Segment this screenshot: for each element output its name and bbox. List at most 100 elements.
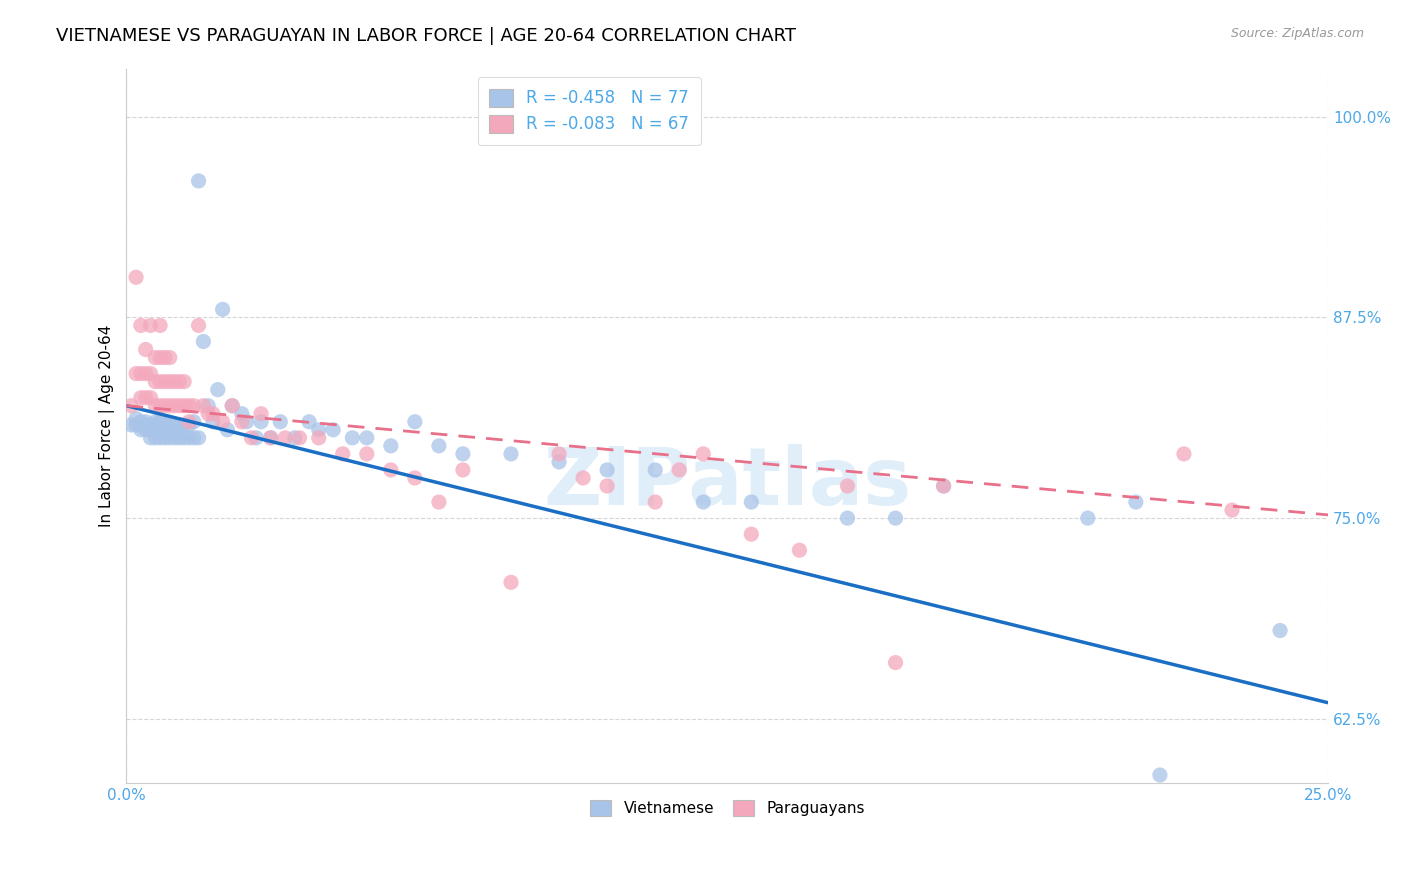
Point [173,399,195,413]
Point [193,334,215,349]
Point [177,415,200,429]
Point [169,431,191,445]
Point [169,375,191,389]
Point [427,439,450,453]
Point [837,511,859,525]
Point [789,543,811,558]
Point [884,511,907,525]
Point [135,367,157,381]
Point [163,399,186,413]
Point [644,495,666,509]
Point [260,431,283,445]
Point [231,415,253,429]
Point [125,367,148,381]
Point [1125,495,1147,509]
Point [149,351,172,365]
Point [740,527,762,541]
Point [193,399,215,413]
Point [129,318,152,333]
Point [322,423,344,437]
Point [217,423,239,437]
Point [159,375,181,389]
Point [169,417,191,432]
Point [135,423,157,437]
Point [288,431,311,445]
Point [451,447,474,461]
Point [159,417,181,432]
Point [221,399,243,413]
Point [187,318,209,333]
Text: ZIPatlas: ZIPatlas [543,444,911,522]
Point [240,431,263,445]
Point [451,463,474,477]
Point [173,375,195,389]
Point [211,415,233,429]
Point [235,415,257,429]
Point [169,399,191,413]
Point [332,447,354,461]
Point [201,407,224,421]
Point [125,411,148,425]
Point [173,417,195,432]
Point [207,383,229,397]
Point [139,431,162,445]
Point [173,431,195,445]
Point [177,399,200,413]
Point [149,318,172,333]
Point [163,431,186,445]
Point [197,399,219,413]
Point [149,417,172,432]
Point [153,417,176,432]
Point [177,417,200,432]
Point [143,399,166,413]
Point [274,431,297,445]
Point [740,495,762,509]
Point [125,417,148,432]
Point [149,415,172,429]
Point [342,431,364,445]
Point [153,375,176,389]
Point [153,399,176,413]
Point [159,399,181,413]
Point [197,407,219,421]
Point [143,431,166,445]
Point [427,495,450,509]
Point [149,423,172,437]
Point [139,417,162,432]
Point [596,463,619,477]
Point [183,415,205,429]
Text: VIETNAMESE VS PARAGUAYAN IN LABOR FORCE | AGE 20-64 CORRELATION CHART: VIETNAMESE VS PARAGUAYAN IN LABOR FORCE … [56,27,796,45]
Point [153,423,176,437]
Point [135,415,157,429]
Point [135,417,157,432]
Point [1268,624,1291,638]
Point [139,423,162,437]
Point [187,431,209,445]
Point [120,399,142,413]
Point [308,431,330,445]
Point [1220,503,1243,517]
Point [177,431,200,445]
Text: Source: ZipAtlas.com: Source: ZipAtlas.com [1230,27,1364,40]
Point [129,415,152,429]
Point [129,423,152,437]
Point [120,417,142,432]
Point [298,415,321,429]
Point [211,302,233,317]
Point [596,479,619,493]
Point [183,431,205,445]
Point [139,318,162,333]
Point [356,447,378,461]
Point [1173,784,1195,798]
Point [284,431,307,445]
Point [884,656,907,670]
Point [692,495,714,509]
Point [163,417,186,432]
Point [153,351,176,365]
Point [187,174,209,188]
Point [548,455,571,469]
Point [143,351,166,365]
Point [135,391,157,405]
Point [129,417,152,432]
Point [932,479,955,493]
